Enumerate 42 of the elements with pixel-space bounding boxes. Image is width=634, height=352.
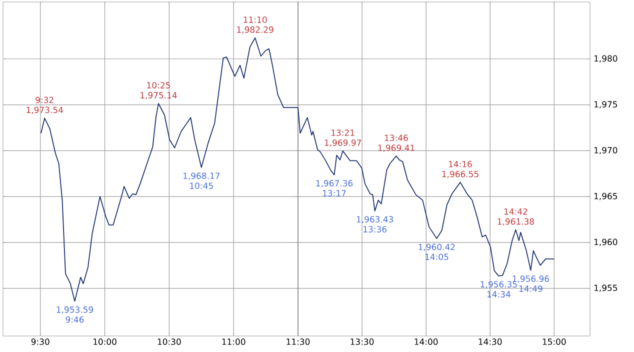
annotation: 1,975.14 xyxy=(140,92,177,100)
annotation: 13:36 xyxy=(364,226,387,232)
x-tick-label: 11:00 xyxy=(222,338,246,345)
annotation: 9:46 xyxy=(66,316,84,323)
x-tick-label: 14:30 xyxy=(478,338,502,345)
annotation: 14:16 xyxy=(449,160,472,168)
annotation: 1,961.38 xyxy=(498,218,534,226)
annotation: 1,969.41 xyxy=(378,144,414,152)
annotation: 14:34 xyxy=(487,291,510,298)
annotation: 1,968.17 xyxy=(183,172,220,180)
y-tick-label: 1,955 xyxy=(594,284,618,292)
x-tick-label: 15:00 xyxy=(542,338,566,345)
annotation: 1,969.97 xyxy=(324,139,361,147)
annotation: 13:21 xyxy=(332,130,354,136)
x-tick-label: 13:30 xyxy=(350,338,374,345)
x-tick-label: 10:30 xyxy=(158,338,181,345)
x-tick-label: 10:00 xyxy=(94,338,116,345)
annotation: 14:05 xyxy=(425,254,448,260)
y-tick-label: 1,960 xyxy=(594,238,618,246)
annotation: 10:45 xyxy=(190,182,213,189)
annotation: 9:32 xyxy=(36,96,54,104)
annotation: 11:10 xyxy=(244,16,267,23)
x-tick-label: 14:00 xyxy=(414,338,438,345)
annotation: 1,967.36 xyxy=(316,180,353,188)
x-tick-label: 9:30 xyxy=(31,338,50,345)
y-tick-label: 1,965 xyxy=(594,192,618,200)
annotation: 1,953.59 xyxy=(56,306,94,314)
annotation: 1,963.43 xyxy=(356,216,394,224)
annotation: 1,960.42 xyxy=(418,244,455,251)
annotation: 1,956.96 xyxy=(512,275,550,283)
x-tick-label: 11:30 xyxy=(286,338,310,345)
annotation: 13:17 xyxy=(322,190,346,196)
y-tick-label: 1,980 xyxy=(594,55,618,63)
annotation: 1,982.29 xyxy=(237,26,274,34)
y-tick-label: 1,970 xyxy=(594,147,618,154)
y-tick-label: 1,975 xyxy=(594,101,618,108)
annotation: 13:46 xyxy=(384,134,408,142)
annotation: 1,966.55 xyxy=(442,170,478,178)
annotation: 1,956.35 xyxy=(480,281,517,288)
annotation: 1,973.54 xyxy=(26,106,63,114)
annotation: 14:42 xyxy=(504,208,528,215)
annotation: 10:25 xyxy=(147,82,170,88)
